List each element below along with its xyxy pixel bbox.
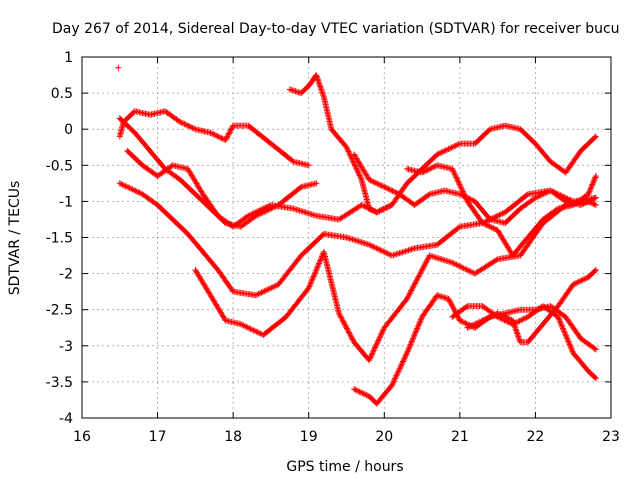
y-tick-label: -0.5 — [46, 158, 73, 174]
axis-ticks: 16 17 18 19 20 21 22 23 1 0.5 0 -0.5 -1 -1.5 -2 -2.5 -3 -… — [46, 50, 620, 445]
y-tick-label: 0.5 — [51, 86, 73, 102]
y-tick-label: -3.5 — [46, 375, 73, 391]
x-axis-label: GPS time / hours — [286, 459, 403, 475]
data-marks — [351, 151, 599, 227]
x-tick-label: 18 — [224, 429, 242, 445]
series-track-10 — [449, 303, 599, 382]
series-track-8 — [351, 151, 599, 227]
data-marks — [404, 162, 599, 259]
data-marks — [115, 64, 122, 71]
data-marks — [116, 108, 312, 169]
series-track-11 — [464, 267, 599, 346]
x-tick-label: 23 — [602, 429, 620, 445]
y-axis-label: SDTVAR / TECUs — [7, 181, 23, 296]
data-marks — [464, 267, 599, 346]
x-tick-label: 21 — [451, 429, 469, 445]
y-tick-label: -2 — [59, 267, 73, 283]
data-marks — [449, 303, 599, 382]
x-tick-label: 17 — [149, 429, 167, 445]
chart-title: Day 267 of 2014, Sidereal Day-to-day VTE… — [52, 21, 620, 37]
series-track-1 — [116, 108, 312, 169]
series-track-9 — [404, 162, 599, 259]
series-track-7 — [286, 72, 599, 216]
y-tick-label: -4 — [59, 411, 73, 427]
series-outlier — [115, 64, 122, 71]
y-tick-label: 0 — [64, 122, 73, 138]
data-marks — [286, 72, 599, 216]
data-points — [115, 64, 599, 407]
x-tick-label: 22 — [527, 429, 545, 445]
x-tick-label: 20 — [375, 429, 393, 445]
y-tick-label: -1 — [59, 194, 73, 210]
y-tick-label: -1.5 — [46, 231, 73, 247]
x-tick-label: 16 — [73, 429, 91, 445]
series-track-3 — [124, 147, 395, 230]
series-track-5 — [192, 198, 599, 364]
data-marks — [124, 147, 395, 230]
y-tick-label: -3 — [59, 339, 73, 355]
data-marks — [192, 198, 599, 364]
x-tick-label: 19 — [300, 429, 318, 445]
y-tick-label: 1 — [64, 50, 73, 66]
y-tick-label: -2.5 — [46, 303, 73, 319]
